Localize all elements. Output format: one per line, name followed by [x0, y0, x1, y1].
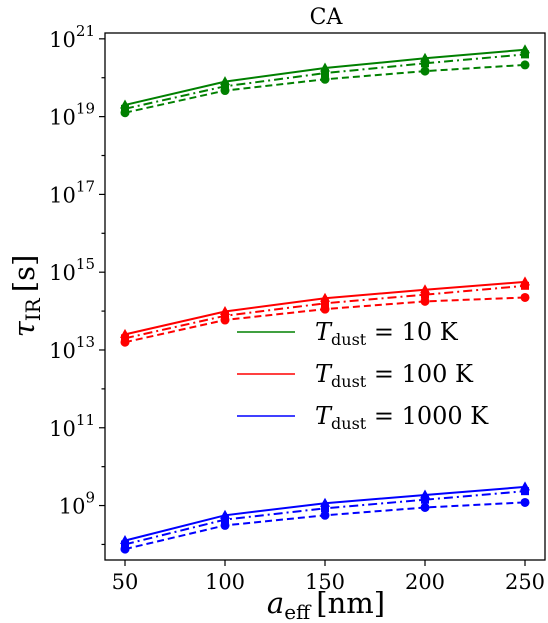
- y-tick-exponent: 9: [85, 489, 95, 507]
- y-tick-label: 1015: [49, 255, 95, 285]
- y-axis-label-sub: IR: [21, 297, 45, 321]
- legend-label: Tdust = 1000 K: [315, 402, 489, 433]
- data-point: [521, 50, 529, 59]
- data-point: [320, 74, 330, 84]
- y-axis-label-main: τ: [7, 320, 41, 337]
- x-ticks: 50 100 150 200 250: [112, 560, 545, 594]
- data-point: [420, 502, 430, 512]
- y-tick-base: 10: [59, 495, 86, 519]
- y-tick-label: 1017: [49, 177, 95, 207]
- data-point: [220, 86, 230, 96]
- data-point: [521, 487, 529, 496]
- legend-sub: dust: [331, 414, 367, 433]
- data-point: [321, 504, 329, 513]
- y-tick-label: 1021: [49, 22, 95, 52]
- data-point: [320, 304, 330, 314]
- data-point: [221, 515, 229, 524]
- y-tick-exponent: 19: [76, 100, 95, 118]
- data-point: [420, 66, 430, 76]
- data-point: [521, 281, 529, 290]
- x-tick-label: 200: [405, 570, 445, 594]
- legend-value: = 10 K: [366, 318, 459, 346]
- data-point: [120, 108, 130, 118]
- y-tick-label: 1013: [49, 333, 95, 363]
- legend-value: = 1000 K: [366, 402, 489, 430]
- plot-area: 50 100 150 200 250 1091011101310151017101910…: [49, 22, 546, 594]
- y-tick-label: 1019: [49, 100, 95, 130]
- x-tick-label: 150: [305, 570, 345, 594]
- data-point: [520, 60, 530, 70]
- legend-label: Tdust = 10 K: [315, 318, 459, 349]
- data-point: [420, 296, 430, 306]
- data-point: [220, 520, 230, 530]
- y-axis-label: τIR [s]: [7, 255, 45, 338]
- y-tick-base: 10: [49, 183, 76, 207]
- y-tick-exponent: 11: [76, 411, 95, 429]
- legend-var: T: [315, 402, 333, 430]
- y-tick-exponent: 21: [76, 22, 95, 40]
- chart-title: CA: [310, 5, 344, 30]
- legend-var: T: [315, 360, 333, 388]
- x-axis-label-main: a: [267, 586, 284, 620]
- y-tick-label: 1011: [49, 411, 95, 441]
- y-tick-label: 109: [59, 489, 95, 519]
- y-axis-label-unit: [s]: [7, 255, 41, 293]
- legend-value: = 100 K: [366, 360, 474, 388]
- series-layer: [120, 44, 530, 554]
- legend-sub: dust: [331, 330, 367, 349]
- y-tick-base: 10: [49, 261, 76, 285]
- data-point: [120, 544, 130, 554]
- x-axis-label-sub: eff: [284, 600, 312, 623]
- legend-sub: dust: [331, 372, 367, 391]
- data-point: [320, 510, 330, 520]
- y-tick-base: 10: [49, 28, 76, 52]
- data-point: [520, 292, 530, 302]
- y-tick-exponent: 17: [76, 177, 95, 195]
- data-point: [321, 299, 329, 308]
- y-tick-exponent: 15: [76, 255, 95, 273]
- data-point: [120, 337, 130, 347]
- y-tick-exponent: 13: [76, 333, 95, 351]
- data-point: [421, 495, 429, 504]
- x-tick-label: 250: [505, 570, 545, 594]
- legend-label: Tdust = 100 K: [315, 360, 474, 391]
- legend-var: T: [315, 318, 333, 346]
- x-axis-label-unit: [nm]: [316, 586, 385, 620]
- data-point: [121, 540, 129, 549]
- data-point: [220, 315, 230, 325]
- y-tick-base: 10: [49, 106, 76, 130]
- data-point: [421, 290, 429, 299]
- data-point: [421, 59, 429, 68]
- x-axis-label: aeff [nm]: [267, 586, 385, 623]
- x-tick-label: 100: [205, 570, 245, 594]
- y-tick-base: 10: [49, 339, 76, 363]
- x-tick-label: 50: [112, 570, 139, 594]
- data-point: [520, 497, 530, 507]
- y-tick-base: 10: [49, 417, 76, 441]
- data-point: [321, 69, 329, 78]
